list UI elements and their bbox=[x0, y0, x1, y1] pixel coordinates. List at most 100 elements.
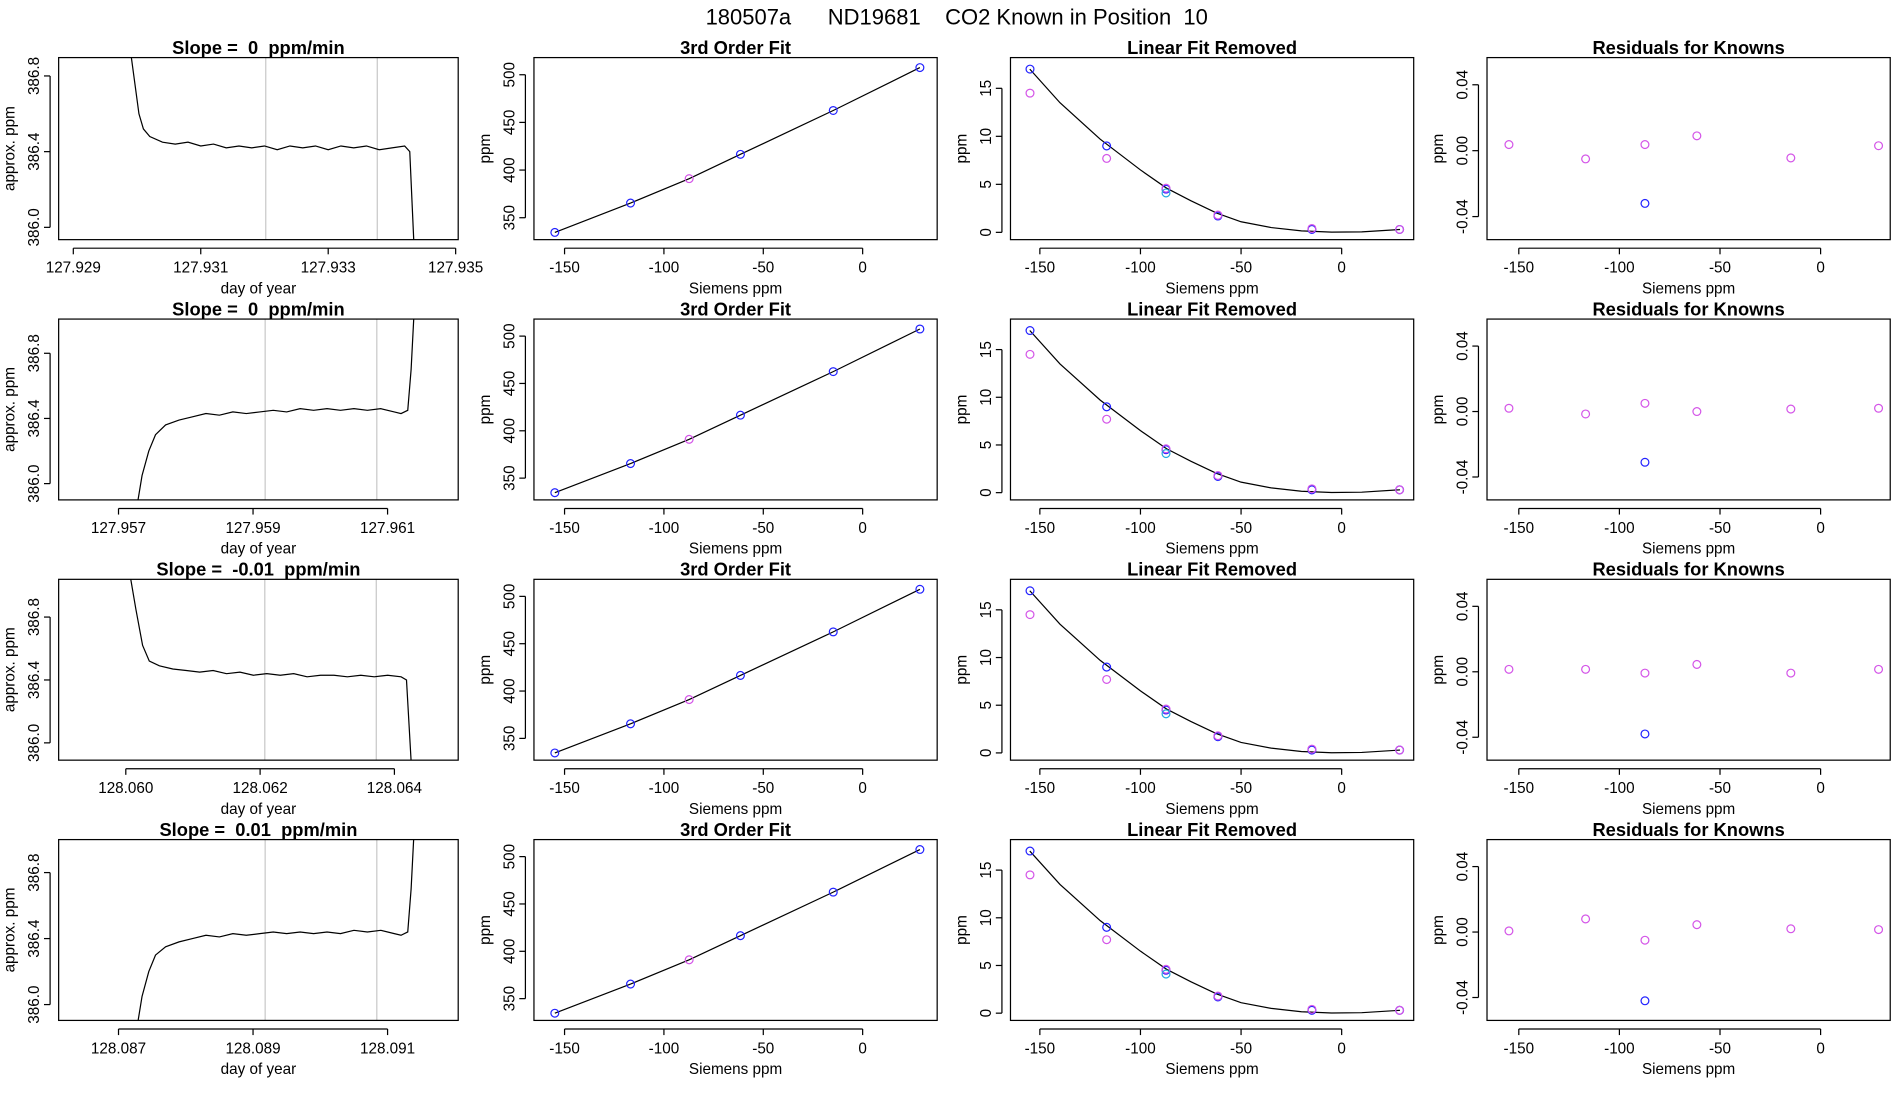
data-point bbox=[828, 627, 838, 637]
data-point bbox=[828, 105, 838, 116]
x-tick-label: -150 bbox=[549, 260, 580, 277]
x-tick-label: -150 bbox=[1025, 520, 1056, 537]
x-axis-label: Siemens ppm bbox=[689, 1061, 782, 1078]
plot-frame bbox=[1009, 56, 1415, 241]
data-point bbox=[915, 324, 925, 334]
data-point bbox=[1102, 674, 1112, 684]
data-point bbox=[1786, 153, 1796, 163]
data-point bbox=[1692, 407, 1702, 417]
plot-area bbox=[1025, 325, 1405, 495]
x-tick-label: 127.929 bbox=[46, 260, 101, 277]
data-point bbox=[1395, 1005, 1405, 1015]
data-point bbox=[1307, 223, 1317, 234]
x-tick-label: 0 bbox=[858, 1040, 867, 1057]
data-point bbox=[1102, 922, 1112, 932]
plot-frame bbox=[1486, 578, 1891, 761]
plot-area bbox=[137, 839, 415, 1021]
y-axis-label: ppm bbox=[953, 915, 970, 945]
y-tick-label: 10 bbox=[978, 649, 995, 666]
y-tick-label: 15 bbox=[978, 601, 995, 618]
data-point bbox=[915, 845, 925, 855]
x-tick-label: -50 bbox=[752, 1040, 774, 1057]
x-tick-label: -50 bbox=[752, 520, 774, 537]
data-point bbox=[1161, 704, 1171, 714]
data-point bbox=[1504, 664, 1514, 674]
x-axis-label: Siemens ppm bbox=[1165, 280, 1258, 297]
x-tick-label: 0 bbox=[1337, 1040, 1345, 1057]
panel-title: Linear Fit Removed bbox=[1127, 37, 1297, 58]
x-tick-label: 0 bbox=[1337, 780, 1345, 797]
panel: Residuals for Knowns Siemens ppm ppm -150 -1… bbox=[1430, 298, 1891, 558]
panel-title: Slope = -0.01 ppm/min bbox=[156, 559, 360, 580]
y-tick-label: 15 bbox=[978, 341, 995, 358]
data-point bbox=[1504, 926, 1514, 936]
x-tick-label: -100 bbox=[1125, 260, 1156, 277]
data-point bbox=[735, 149, 745, 159]
x-tick-label: -150 bbox=[1504, 1040, 1535, 1057]
y-tick-label: 5 bbox=[978, 441, 995, 450]
panel-title: Residuals for Knowns bbox=[1592, 819, 1784, 840]
data-point bbox=[735, 410, 745, 420]
panel-title: Residuals for Knowns bbox=[1592, 298, 1784, 319]
plot-area bbox=[550, 63, 925, 237]
data-point bbox=[1161, 444, 1171, 454]
plot-area bbox=[550, 584, 925, 758]
data-point bbox=[1874, 141, 1884, 151]
x-tick-label: -150 bbox=[1025, 260, 1056, 277]
x-axis-label: Siemens ppm bbox=[689, 280, 782, 297]
y-tick-label: 15 bbox=[978, 862, 995, 879]
data-point bbox=[550, 748, 560, 758]
data-line bbox=[1029, 68, 1401, 233]
data-point bbox=[626, 979, 636, 989]
plot-frame bbox=[1486, 56, 1891, 241]
panel: Linear Fit Removed Siemens ppm ppm -150 -100… bbox=[953, 559, 1415, 818]
x-tick-label: 127.957 bbox=[91, 520, 146, 537]
plot-frame bbox=[1009, 318, 1415, 501]
x-tick-label: -50 bbox=[1709, 780, 1731, 797]
data-line bbox=[1029, 590, 1401, 754]
panel: 3rd Order Fit Siemens ppm ppm -150 -100 -50 0 3… bbox=[477, 819, 938, 1078]
data-point bbox=[915, 63, 925, 73]
data-point bbox=[1102, 141, 1112, 151]
x-axis-label: Siemens ppm bbox=[1642, 801, 1735, 818]
x-tick-label: -50 bbox=[1709, 1040, 1731, 1057]
x-tick-label: 0 bbox=[1337, 260, 1345, 277]
x-tick-label: 0 bbox=[858, 260, 867, 277]
y-tick-label: 350 bbox=[501, 986, 518, 1011]
data-point bbox=[1102, 153, 1112, 163]
data-point bbox=[735, 931, 745, 941]
x-tick-label: 0 bbox=[858, 780, 867, 797]
y-axis-label: ppm bbox=[1430, 134, 1447, 164]
data-point bbox=[1213, 731, 1223, 741]
data-point bbox=[1025, 586, 1035, 596]
y-tick-label: 500 bbox=[501, 844, 518, 869]
y-axis-label: approx. ppm bbox=[2, 888, 19, 973]
x-axis-label: Siemens ppm bbox=[689, 541, 782, 558]
x-tick-label: 128.062 bbox=[233, 780, 288, 797]
x-tick-label: 127.933 bbox=[301, 260, 356, 277]
data-point bbox=[1581, 409, 1591, 419]
data-point bbox=[1161, 188, 1171, 198]
x-tick-label: -100 bbox=[1604, 260, 1635, 277]
x-axis-label: Siemens ppm bbox=[1642, 541, 1735, 558]
x-axis-label: Siemens ppm bbox=[1165, 541, 1258, 558]
figure-title: 180507a ND19681 CO2 Known in Position 10 bbox=[706, 5, 1208, 30]
x-axis-label: Siemens ppm bbox=[1165, 801, 1258, 818]
data-point bbox=[1874, 925, 1884, 935]
panel-title: Linear Fit Removed bbox=[1127, 819, 1297, 840]
y-tick-label: 386.0 bbox=[26, 208, 43, 246]
x-axis-label: Siemens ppm bbox=[1642, 280, 1735, 297]
data-point bbox=[1102, 662, 1112, 672]
y-tick-label: 450 bbox=[501, 371, 518, 396]
plot-frame bbox=[533, 318, 938, 501]
y-tick-label: 450 bbox=[501, 631, 518, 656]
x-tick-label: -100 bbox=[649, 520, 680, 537]
panel-title: Slope = 0.01 ppm/min bbox=[159, 819, 357, 840]
plot-area bbox=[550, 845, 925, 1018]
data-point bbox=[1640, 198, 1650, 208]
x-tick-label: -150 bbox=[1504, 260, 1535, 277]
data-point bbox=[1161, 449, 1171, 459]
data-point bbox=[1504, 140, 1514, 150]
y-tick-label: 386.4 bbox=[26, 132, 43, 171]
y-axis-label: ppm bbox=[953, 655, 970, 685]
